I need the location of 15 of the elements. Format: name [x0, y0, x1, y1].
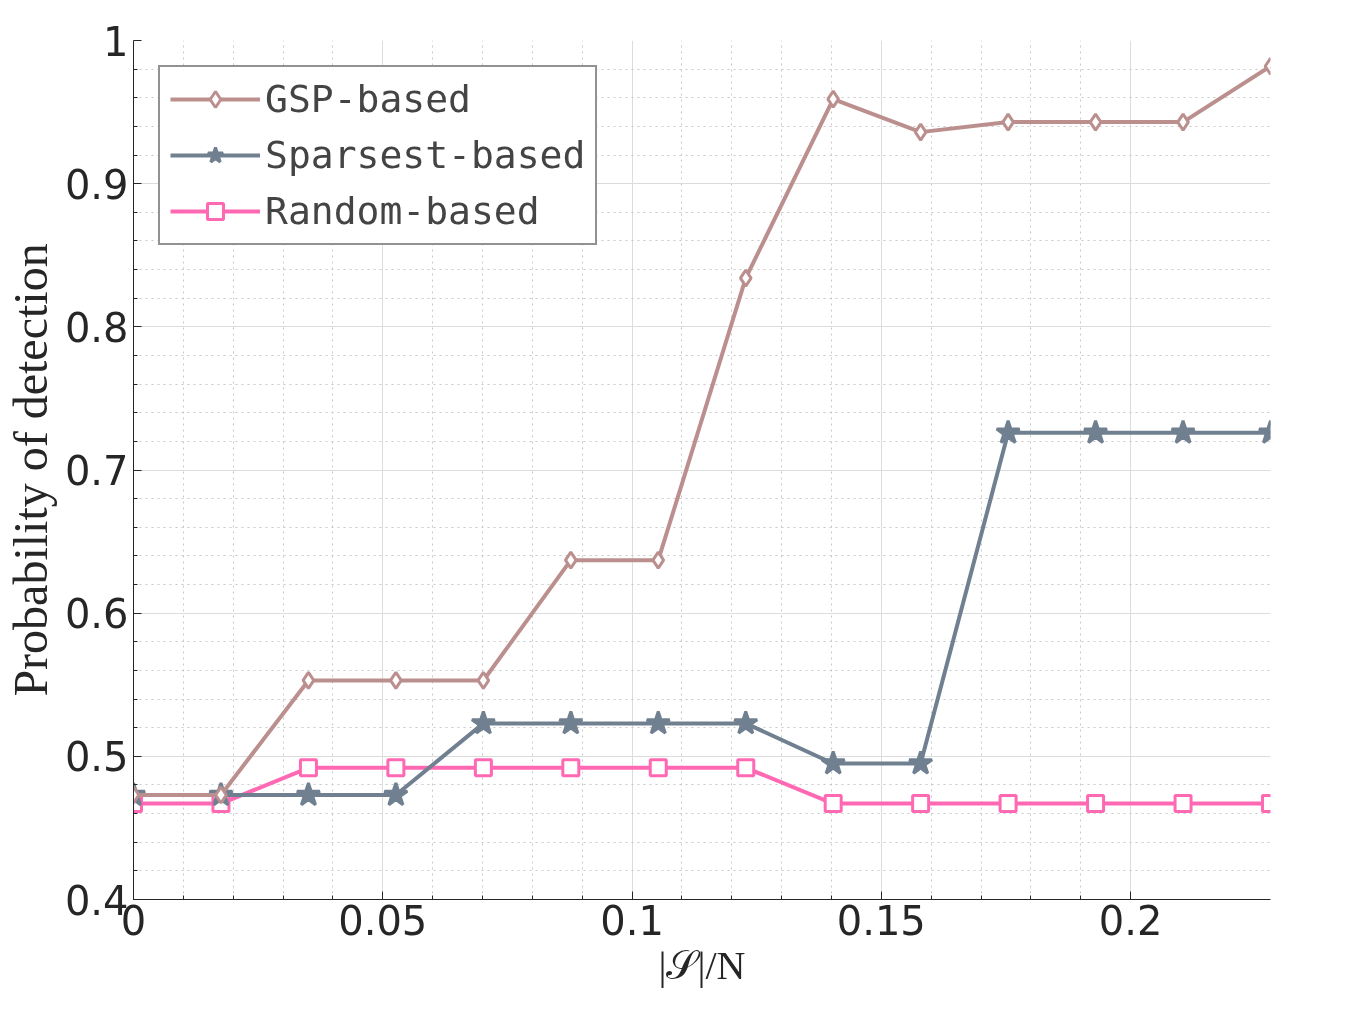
- x-tick-label: 0.15: [836, 897, 926, 944]
- x-tick-label: 0.05: [338, 897, 428, 944]
- legend-label: Sparsest-based: [265, 133, 586, 177]
- y-tick-label: 1: [103, 18, 129, 65]
- y-tick-label: 0.8: [64, 304, 129, 351]
- y-tick-label: 0.7: [64, 448, 129, 494]
- legend-label: Random-based: [265, 189, 540, 233]
- x-axis-title: |𝒮|/N: [658, 942, 746, 988]
- y-tick-label: 0.6: [64, 591, 129, 638]
- y-axis-title: Probability of detection: [3, 243, 57, 697]
- legend-label: GSP-based: [265, 77, 471, 121]
- x-tick-label: 0.2: [1098, 897, 1163, 944]
- x-tick-label: 0.1: [600, 897, 664, 944]
- y-tick-label: 0.9: [64, 161, 129, 208]
- y-tick-label: 0.5: [64, 734, 129, 781]
